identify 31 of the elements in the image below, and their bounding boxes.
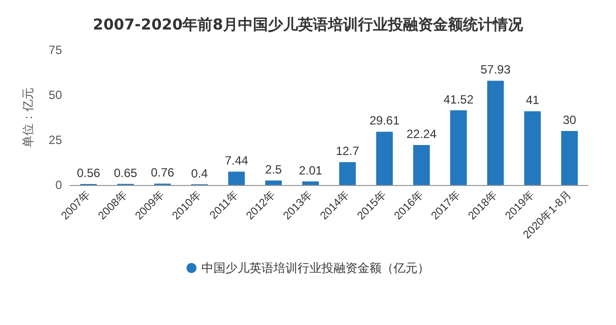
data-label: 41 xyxy=(526,93,540,108)
data-label: 7.44 xyxy=(224,154,248,168)
data-label: 2.01 xyxy=(298,163,322,178)
data-label: 30 xyxy=(562,113,576,127)
bar xyxy=(302,181,319,185)
bar xyxy=(561,131,578,185)
data-label: 41.52 xyxy=(443,92,474,106)
data-label: 12.7 xyxy=(336,144,360,158)
y-tick-label: 25 xyxy=(48,133,62,147)
data-label: 22.24 xyxy=(406,126,437,141)
data-label: 0.76 xyxy=(150,166,174,180)
data-label: 0.65 xyxy=(114,166,138,180)
legend-label: 中国少儿英语培训行业投融资金额（亿元） xyxy=(202,261,430,275)
data-label: 57.93 xyxy=(480,62,511,77)
data-label: 29.61 xyxy=(369,114,400,128)
chart-title: 2007-2020年前8月中国少儿英语培训行业投融资金额统计情况 xyxy=(92,16,524,34)
y-tick-label: 50 xyxy=(48,88,62,102)
bar xyxy=(450,110,467,185)
bar xyxy=(413,144,430,185)
data-label: 0.4 xyxy=(191,166,208,180)
data-label: 0.56 xyxy=(76,166,100,180)
y-axis-title: 单位：亿元 xyxy=(21,88,35,148)
data-label: 2.5 xyxy=(265,162,282,176)
bar xyxy=(487,80,504,185)
bar xyxy=(228,172,245,185)
y-tick-label: 75 xyxy=(48,43,62,57)
bar xyxy=(339,162,356,185)
bar xyxy=(376,132,393,185)
bar xyxy=(524,111,541,185)
y-tick-label: 0 xyxy=(55,178,62,192)
bar xyxy=(265,180,282,185)
